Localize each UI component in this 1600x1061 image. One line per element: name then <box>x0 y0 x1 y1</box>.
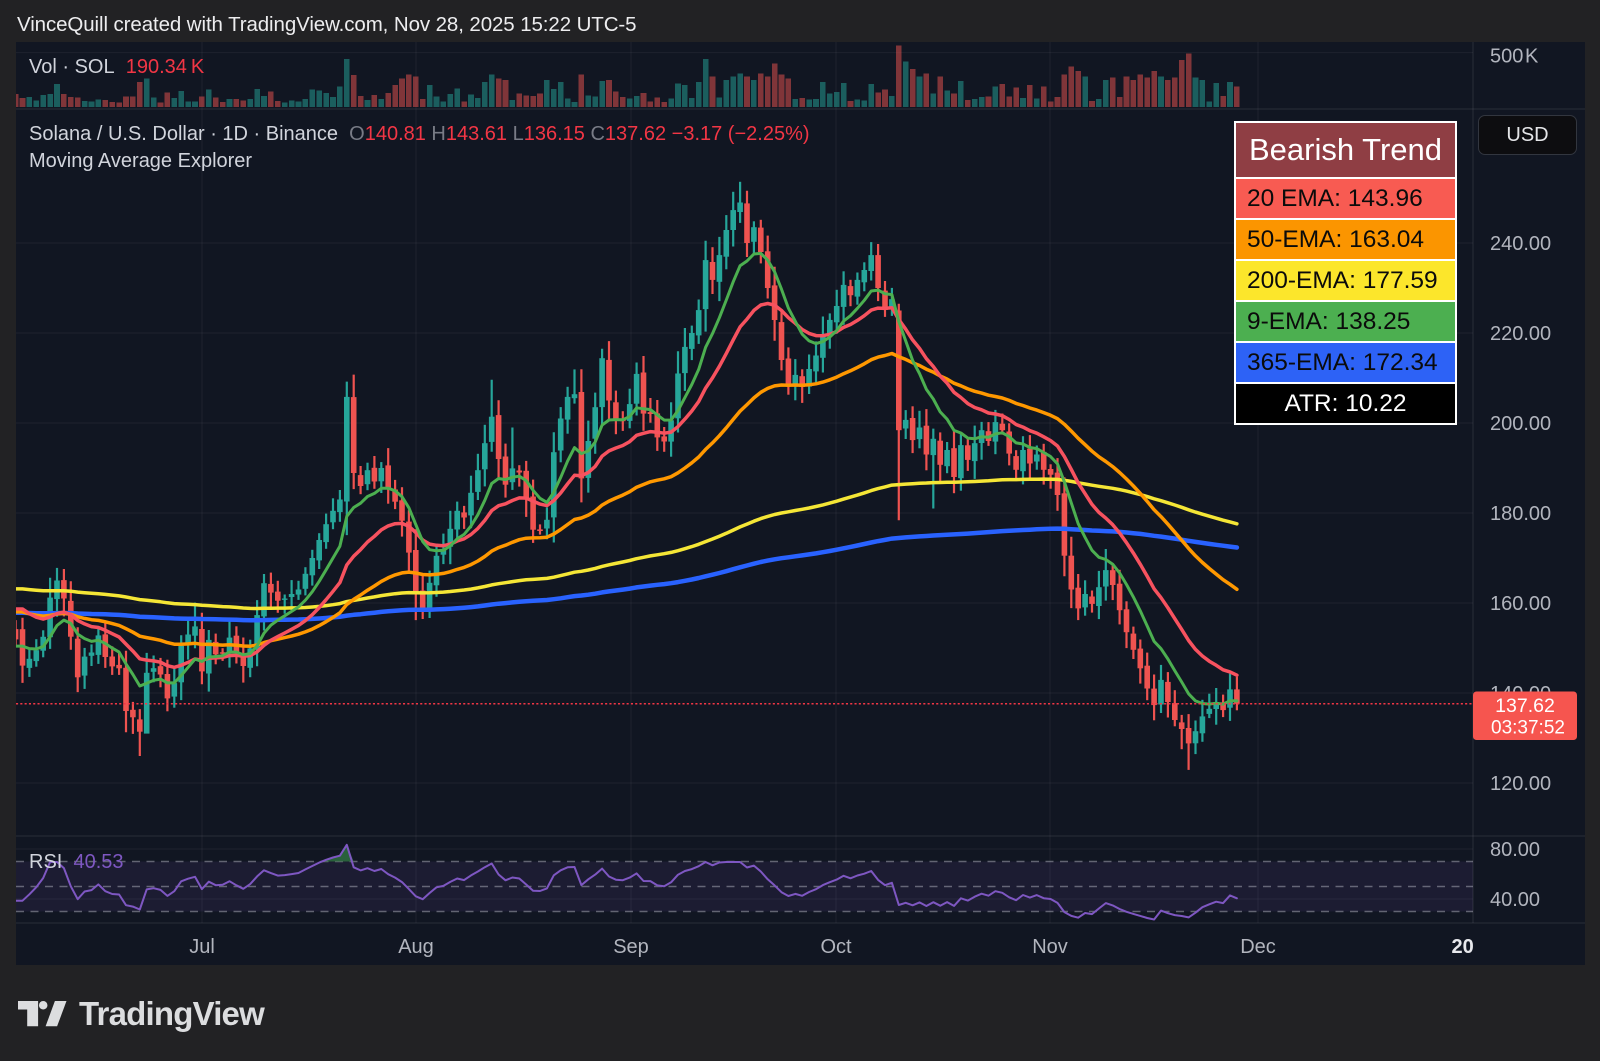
svg-text:40.00: 40.00 <box>1490 889 1540 911</box>
svg-text:160.00: 160.00 <box>1490 593 1551 615</box>
svg-text:Dec: Dec <box>1240 936 1276 958</box>
svg-text:500 K: 500 K <box>1490 46 1539 68</box>
svg-text:Aug: Aug <box>398 936 434 958</box>
svg-text:Solana / U.S. Dollar · 1D · Bi: Solana / U.S. Dollar · 1D · Binance O140… <box>29 123 810 145</box>
svg-text:Nov: Nov <box>1032 936 1068 958</box>
svg-text:220.00: 220.00 <box>1490 323 1551 345</box>
svg-text:Vol · SOL 190.34 K: Vol · SOL 190.34 K <box>29 56 205 78</box>
svg-text:80.00: 80.00 <box>1490 839 1540 861</box>
svg-text:200.00: 200.00 <box>1490 413 1551 435</box>
svg-text:Moving Average Explorer: Moving Average Explorer <box>29 150 252 172</box>
svg-text:03:37:52: 03:37:52 <box>1491 718 1565 739</box>
svg-text:180.00: 180.00 <box>1490 503 1551 525</box>
svg-text:Sep: Sep <box>613 936 649 958</box>
svg-text:120.00: 120.00 <box>1490 773 1551 795</box>
svg-text:137.62: 137.62 <box>1495 695 1555 717</box>
svg-text:RSI 40.53: RSI 40.53 <box>29 851 124 873</box>
svg-text:Oct: Oct <box>820 936 852 958</box>
svg-text:20: 20 <box>1452 936 1474 958</box>
svg-text:Jul: Jul <box>189 936 215 958</box>
svg-text:240.00: 240.00 <box>1490 233 1551 255</box>
